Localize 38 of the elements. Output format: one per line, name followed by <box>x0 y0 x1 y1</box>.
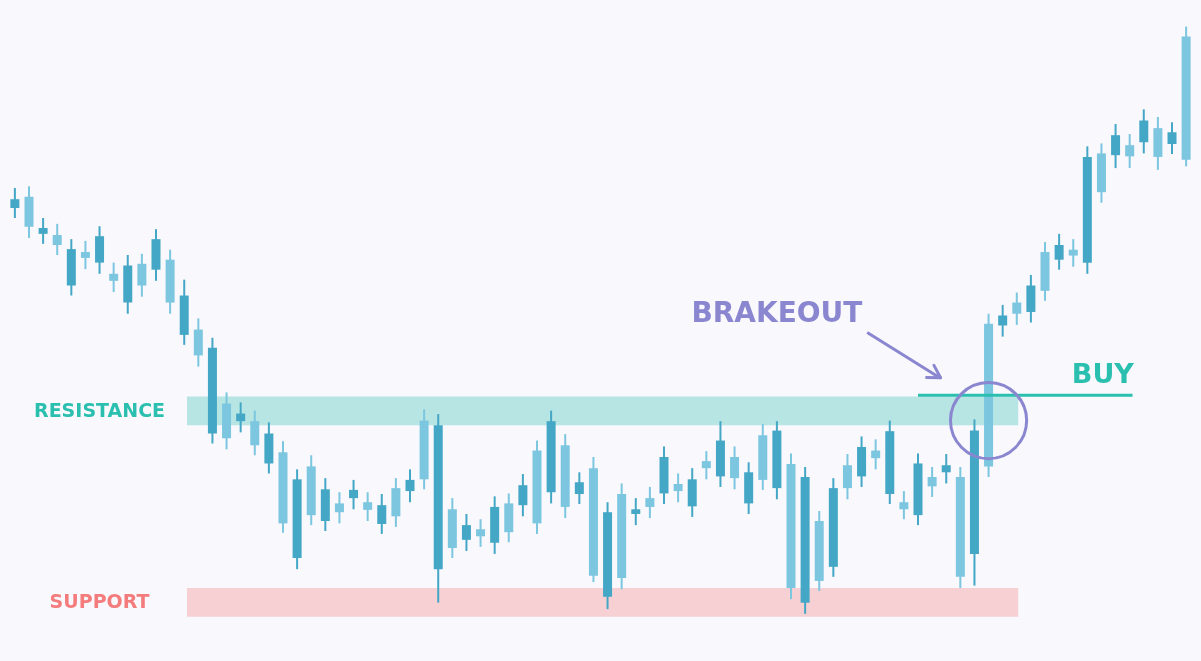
candlestick <box>38 217 48 245</box>
band-label: SUPPORT <box>49 590 150 613</box>
candlestick <box>871 438 881 471</box>
candlestick <box>927 465 937 498</box>
candlestick <box>334 491 344 525</box>
candlestick <box>645 485 655 520</box>
annotation: BRAKEOUT <box>691 295 863 329</box>
candlestick <box>631 497 641 527</box>
candlestick <box>1139 108 1149 155</box>
candlestick <box>377 493 387 535</box>
candlestick <box>363 491 373 523</box>
candlestick <box>349 478 359 511</box>
candlestick <box>1068 238 1078 268</box>
candlestick <box>673 472 683 504</box>
candlestick <box>701 450 711 481</box>
candlestick <box>52 222 62 256</box>
candlestick <box>574 471 584 505</box>
candlestick <box>899 490 909 521</box>
candlestick <box>1167 121 1177 155</box>
band-label: RESISTANCE <box>34 398 166 421</box>
candlestick <box>80 239 90 271</box>
candlestick <box>1054 232 1064 271</box>
candlestick <box>137 252 147 298</box>
candlestick <box>998 303 1008 338</box>
candlestick <box>10 187 20 219</box>
candlestick <box>461 512 471 552</box>
candlestick <box>405 468 415 504</box>
candlestick <box>1125 133 1135 170</box>
candlestick <box>518 473 528 518</box>
candlestick <box>941 453 951 485</box>
candlestick <box>476 518 486 548</box>
candlestick <box>1012 291 1022 326</box>
candlestick <box>236 401 246 434</box>
candlestick <box>730 445 740 491</box>
candlestick <box>842 453 852 501</box>
candlestick <box>1111 123 1121 170</box>
candlestick <box>109 261 119 293</box>
ref-line-label: BUY <box>1071 358 1135 390</box>
